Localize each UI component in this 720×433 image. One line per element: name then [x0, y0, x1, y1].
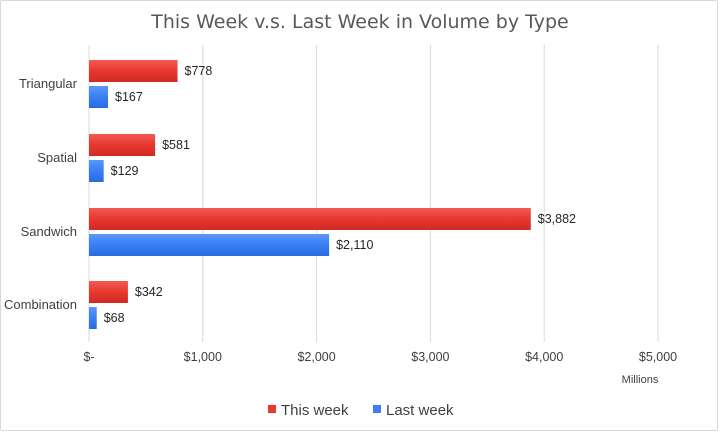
bar-data-label: $342: [135, 285, 163, 299]
y-category-label: Sandwich: [21, 224, 77, 239]
legend-label-last-week: Last week: [386, 402, 454, 419]
x-tick-label: $3,000: [411, 350, 449, 364]
x-tick-label: $-: [83, 350, 94, 364]
legend-label-this-week: This week: [281, 402, 349, 419]
bar-data-label: $167: [115, 90, 143, 104]
x-tick-label: $4,000: [525, 350, 563, 364]
bar-data-label: $2,110: [336, 238, 373, 252]
bar-this-week: [89, 281, 128, 303]
y-axis-categories: Triangular Spatial Sandwich Combination: [4, 76, 78, 312]
bar-data-label: $129: [111, 164, 139, 178]
bar-last-week: [89, 234, 330, 256]
bars: [89, 60, 531, 329]
bar-data-label: $581: [162, 138, 190, 152]
x-axis-unit-label: Millions: [622, 374, 659, 386]
chart-title: This Week v.s. Last Week in Volume by Ty…: [150, 11, 569, 33]
legend: This week Last week: [268, 402, 454, 419]
x-tick-label: $5,000: [639, 350, 677, 364]
data-labels: $778 $581 $3,882 $342 $167 $129 $2,110 $68: [104, 64, 576, 325]
bar-data-label: $778: [185, 64, 213, 78]
bar-data-label: $3,882: [538, 212, 576, 226]
gridlines: [88, 45, 659, 342]
legend-swatch-this-week: [268, 405, 276, 413]
x-tick-label: $1,000: [184, 350, 222, 364]
bar-this-week: [89, 134, 156, 156]
bar-data-label: $68: [104, 311, 125, 325]
x-axis-ticks: $- $1,000 $2,000 $3,000 $4,000 $5,000: [83, 350, 677, 364]
x-tick-label: $2,000: [297, 350, 335, 364]
bar-this-week: [89, 208, 531, 230]
y-category-label: Spatial: [37, 150, 77, 165]
y-category-label: Combination: [4, 297, 77, 312]
bar-last-week: [89, 307, 97, 329]
legend-swatch-last-week: [373, 405, 381, 413]
bar-last-week: [89, 160, 104, 182]
y-category-label: Triangular: [19, 76, 78, 91]
bar-last-week: [89, 86, 109, 108]
bar-this-week: [89, 60, 178, 82]
